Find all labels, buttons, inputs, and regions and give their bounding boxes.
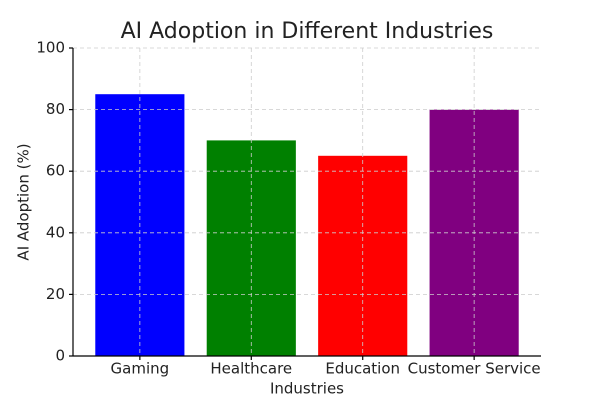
y-tick-label: 100	[36, 39, 65, 57]
y-tick-label: 60	[46, 162, 65, 180]
x-tick-label: Customer Service	[408, 360, 541, 378]
chart-title: AI Adoption in Different Industries	[121, 19, 494, 44]
y-tick-label: 80	[46, 100, 65, 118]
x-tick-label: Healthcare	[210, 360, 292, 378]
y-tick-label: 40	[46, 223, 65, 241]
x-axis-label: Industries	[270, 380, 344, 398]
x-tick-label: Education	[325, 360, 400, 378]
x-tick-label: Gaming	[111, 360, 170, 378]
y-tick-label: 20	[46, 285, 65, 303]
y-axis-label: AI Adoption (%)	[15, 143, 33, 260]
y-tick-label: 0	[55, 347, 65, 365]
bar	[318, 155, 408, 356]
